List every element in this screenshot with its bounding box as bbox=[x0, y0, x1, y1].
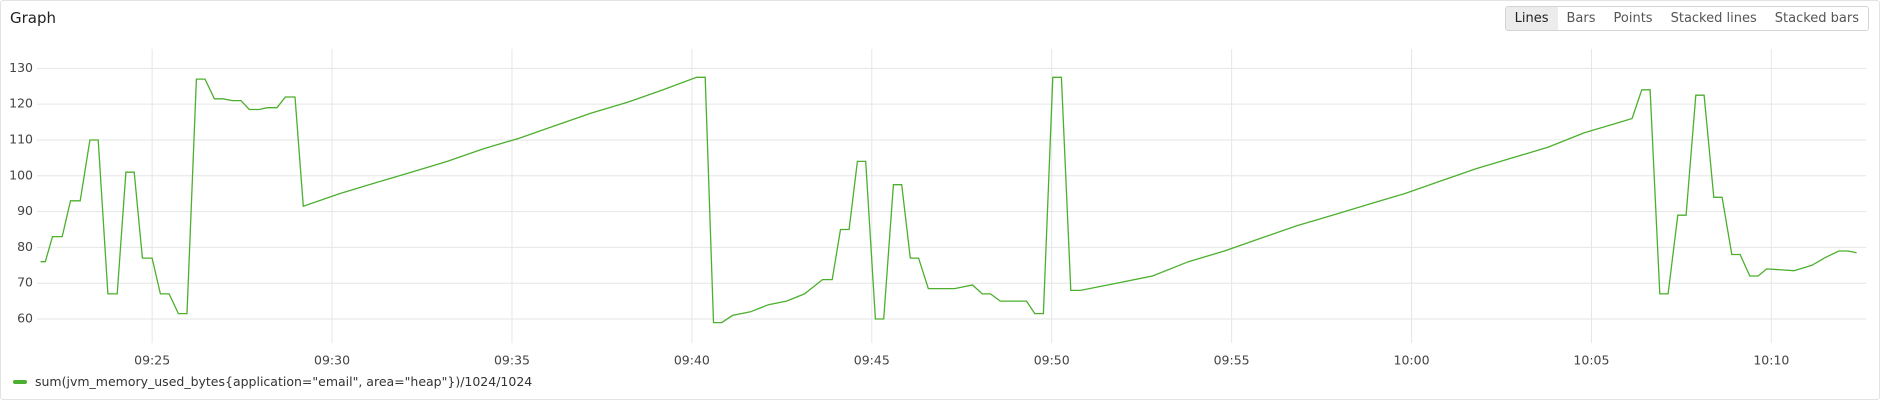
y-tick-label: 90 bbox=[17, 203, 33, 218]
x-tick-label: 09:35 bbox=[494, 353, 530, 368]
y-tick-label: 60 bbox=[17, 311, 33, 326]
mode-button[interactable]: Stacked bars bbox=[1765, 7, 1868, 30]
mode-button[interactable]: Bars bbox=[1557, 7, 1605, 30]
x-tick-label: 09:45 bbox=[854, 353, 890, 368]
x-tick-label: 10:10 bbox=[1753, 353, 1789, 368]
x-tick-label: 10:00 bbox=[1394, 353, 1430, 368]
x-tick-label: 09:55 bbox=[1214, 353, 1250, 368]
x-tick-label: 09:25 bbox=[134, 353, 170, 368]
y-tick-label: 70 bbox=[17, 275, 33, 290]
y-tick-label: 130 bbox=[9, 60, 33, 75]
y-tick-label: 120 bbox=[9, 96, 33, 111]
series-line bbox=[40, 76, 1857, 324]
x-tick-label: 10:05 bbox=[1573, 353, 1609, 368]
y-tick-label: 110 bbox=[9, 131, 33, 146]
panel-title: Graph bbox=[10, 9, 57, 27]
mode-button[interactable]: Stacked lines bbox=[1661, 7, 1766, 30]
legend: sum(jvm_memory_used_bytes{application="e… bbox=[13, 374, 532, 389]
y-tick-label: 80 bbox=[17, 239, 33, 254]
x-tick-label: 09:30 bbox=[314, 353, 350, 368]
mode-button[interactable]: Points bbox=[1604, 7, 1662, 30]
mode-button[interactable]: Lines bbox=[1505, 7, 1558, 30]
mode-selector: Lines Bars Points Stacked lines Stacked bars bbox=[1504, 6, 1869, 31]
x-tick-label: 09:50 bbox=[1034, 353, 1070, 368]
x-tick-label: 09:40 bbox=[674, 353, 710, 368]
y-tick-label: 100 bbox=[9, 167, 33, 182]
legend-swatch bbox=[13, 379, 27, 384]
legend-label[interactable]: sum(jvm_memory_used_bytes{application="e… bbox=[35, 374, 533, 389]
